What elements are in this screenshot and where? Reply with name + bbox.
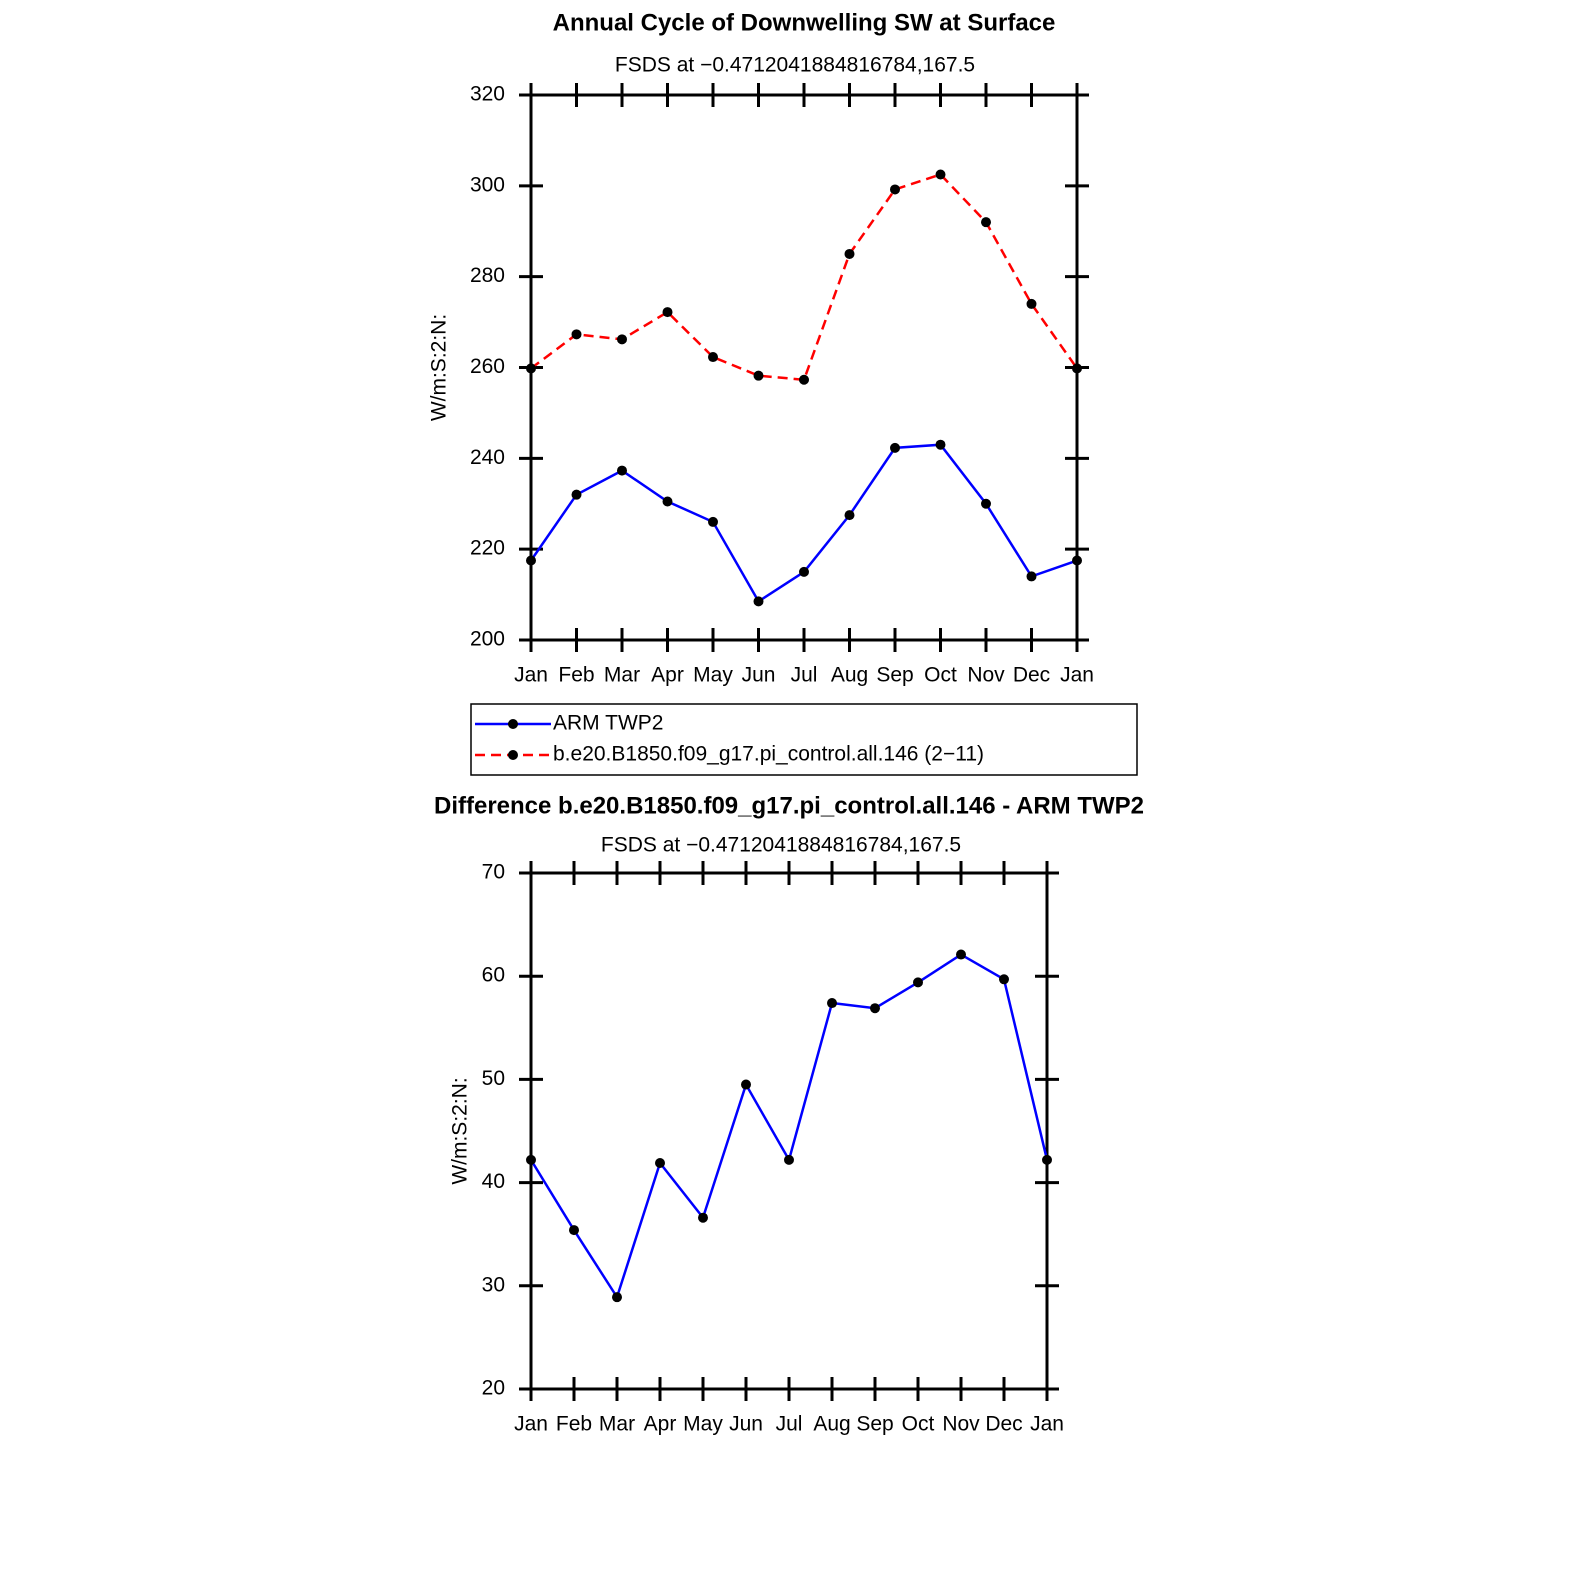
x-tick-label: Feb: [558, 664, 594, 687]
y-tick-label: 20: [482, 1377, 505, 1400]
data-point: [844, 248, 855, 259]
x-tick-label: May: [693, 664, 733, 687]
y-tick-label: 200: [470, 628, 505, 651]
data-point: [913, 977, 923, 988]
x-tick-label: Dec: [1013, 664, 1050, 687]
chart-title: Difference b.e20.B1850.f09_g17.pi_contro…: [434, 792, 1144, 819]
y-tick-label: 220: [470, 537, 505, 560]
data-point: [844, 510, 855, 521]
data-point: [698, 1212, 708, 1223]
y-tick-label: 70: [482, 861, 505, 884]
x-tick-label: Oct: [924, 664, 957, 687]
data-line: [529, 443, 1078, 604]
legend-marker: [508, 750, 518, 760]
data-point: [753, 596, 764, 607]
y-tick-label: 280: [470, 264, 505, 287]
x-tick-label: Dec: [985, 1413, 1022, 1436]
x-tick-label: Jun: [729, 1413, 763, 1436]
data-point: [827, 998, 837, 1009]
x-tick-label: Aug: [813, 1413, 850, 1436]
x-tick-label: Apr: [651, 664, 684, 687]
data-point: [1072, 555, 1082, 566]
data-point: [935, 169, 946, 180]
data-point: [569, 1225, 579, 1236]
data-point: [870, 1003, 880, 1014]
data-line: [529, 953, 1049, 1301]
y-axis-label: W/m:S:2:N:: [449, 1077, 472, 1184]
chart-title: Annual Cycle of Downwelling SW at Surfac…: [553, 9, 1056, 36]
x-tick-label: Nov: [967, 664, 1005, 687]
data-point: [999, 974, 1009, 985]
x-tick-label: Jul: [776, 1413, 803, 1436]
chart-subtitle: FSDS at −0.4712041884816784,167.5: [615, 54, 975, 77]
x-tick-label: Jul: [791, 664, 818, 687]
x-tick-label: Mar: [604, 664, 640, 687]
data-point: [708, 516, 718, 527]
data-point: [753, 370, 764, 381]
data-point: [1072, 363, 1082, 374]
x-tick-label: Mar: [599, 1413, 635, 1436]
data-point: [662, 307, 673, 318]
data-point: [784, 1154, 794, 1165]
y-axis-label: W/m:S:2:N:: [428, 314, 451, 421]
chart-subtitle: FSDS at −0.4712041884816784,167.5: [601, 834, 961, 857]
y-tick-label: 300: [470, 173, 505, 196]
y-tick-label: 50: [482, 1067, 505, 1090]
data-point: [890, 442, 900, 453]
y-tick-label: 260: [470, 355, 505, 378]
legend-box: [470, 703, 1138, 776]
legend-label: ARM TWP2: [553, 712, 663, 735]
x-tick-label: Oct: [902, 1413, 935, 1436]
x-tick-label: Jan: [1030, 1413, 1064, 1436]
data-point: [526, 555, 536, 566]
data-point: [612, 1292, 622, 1303]
data-point: [956, 949, 966, 960]
data-point: [741, 1079, 751, 1090]
y-tick-label: 30: [482, 1273, 505, 1296]
data-point: [890, 184, 900, 195]
y-tick-label: 240: [470, 446, 505, 469]
plot-frame: [529, 871, 1049, 1391]
data-point: [1026, 571, 1037, 582]
data-point: [662, 496, 673, 507]
data-point: [799, 374, 809, 385]
data-point: [708, 352, 718, 363]
data-point: [526, 363, 536, 374]
data-point: [981, 217, 991, 228]
x-tick-label: Feb: [556, 1413, 592, 1436]
x-tick-label: Apr: [644, 1413, 677, 1436]
data-point: [571, 489, 582, 500]
x-tick-label: May: [683, 1413, 723, 1436]
x-tick-label: Sep: [856, 1413, 893, 1436]
legend-marker: [508, 719, 518, 729]
data-point: [617, 334, 627, 345]
x-tick-label: Jan: [514, 664, 548, 687]
data-point: [617, 465, 627, 476]
x-tick-label: Sep: [876, 664, 913, 687]
data-point: [1026, 298, 1037, 309]
data-point: [526, 1154, 536, 1165]
x-tick-label: Jan: [1060, 664, 1094, 687]
x-tick-label: Jan: [514, 1413, 548, 1436]
y-tick-label: 320: [470, 83, 505, 106]
legend-label: b.e20.B1850.f09_g17.pi_control.all.146 (…: [553, 743, 984, 766]
data-point: [1042, 1154, 1052, 1165]
plot-frame: [529, 93, 1079, 642]
data-point: [935, 439, 946, 450]
x-tick-label: Aug: [831, 664, 868, 687]
y-tick-label: 60: [482, 964, 505, 987]
data-point: [571, 329, 582, 340]
x-tick-label: Nov: [942, 1413, 980, 1436]
data-point: [799, 566, 809, 577]
data-line: [530, 173, 1079, 382]
x-tick-label: Jun: [742, 664, 776, 687]
y-tick-label: 40: [482, 1170, 505, 1193]
data-point: [981, 498, 991, 509]
data-point: [655, 1157, 665, 1168]
